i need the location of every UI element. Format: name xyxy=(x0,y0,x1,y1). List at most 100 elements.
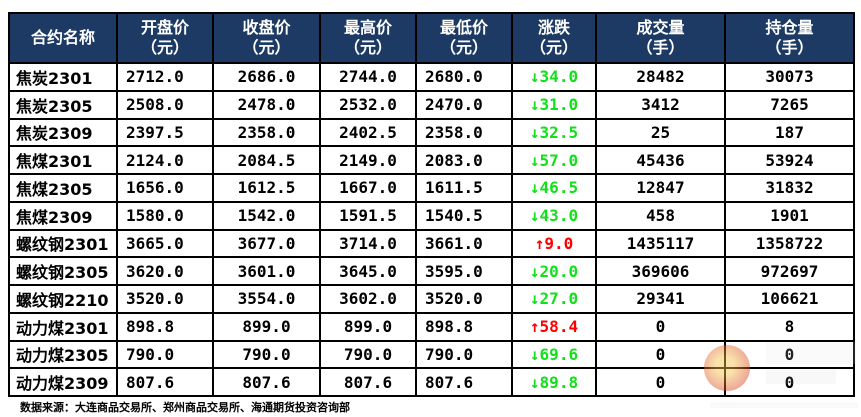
header-unit: （元） xyxy=(439,38,488,57)
open-interest: 0 xyxy=(724,367,855,397)
change-value: 9.0 xyxy=(544,233,574,253)
contract-name: 动力煤2309 xyxy=(8,367,118,397)
open-interest: 8 xyxy=(724,311,855,342)
header-unit: （元） xyxy=(529,38,578,57)
high-price: 807.6 xyxy=(319,367,417,397)
table-row: 焦煤2309 1580.0 1542.0 1591.5 1540.5 ↓43.0 458 19… xyxy=(8,200,855,231)
open-price: 3620.0 xyxy=(116,256,214,286)
contract-name: 动力煤2301 xyxy=(8,311,118,342)
open-price: 898.8 xyxy=(116,311,214,342)
change-value: 20.0 xyxy=(539,261,579,281)
contract-name: 焦炭2309 xyxy=(8,117,118,148)
price-change: ↑58.4 xyxy=(511,311,597,342)
volume: 3412 xyxy=(595,89,726,120)
contract-name: 动力煤2305 xyxy=(8,339,118,370)
volume: 1435117 xyxy=(595,228,726,259)
close-price: 3601.0 xyxy=(212,256,321,286)
volume: 28482 xyxy=(595,62,726,92)
open-price: 790.0 xyxy=(116,339,214,370)
close-price: 2358.0 xyxy=(212,117,321,148)
close-price: 1612.5 xyxy=(212,173,321,203)
open-interest: 53924 xyxy=(724,145,855,175)
close-price: 790.0 xyxy=(212,339,321,370)
header-contract: 合约名称 xyxy=(8,12,118,64)
low-price: 2680.0 xyxy=(415,62,513,92)
header-low: 最低价 （元） xyxy=(415,12,513,64)
arrow-down-icon: ↓ xyxy=(529,206,540,226)
arrow-down-icon: ↓ xyxy=(529,261,540,281)
open-interest: 7265 xyxy=(724,89,855,120)
high-price: 3645.0 xyxy=(319,256,417,286)
header-label: 合约名称 xyxy=(30,28,95,47)
header-unit: （手） xyxy=(636,38,685,57)
low-price: 3661.0 xyxy=(415,228,513,259)
open-price: 2124.0 xyxy=(116,145,214,175)
header-unit: （元） xyxy=(242,38,291,57)
arrow-down-icon: ↓ xyxy=(529,95,540,115)
change-value: 34.0 xyxy=(539,67,579,87)
change-value: 32.5 xyxy=(539,122,579,142)
header-unit: （手） xyxy=(765,38,814,57)
table-row: 焦炭2309 2397.5 2358.0 2402.5 2358.0 ↓32.5 25 187 xyxy=(8,117,855,148)
close-price: 2084.5 xyxy=(212,145,321,175)
arrow-down-icon: ↓ xyxy=(529,344,540,364)
high-price: 3602.0 xyxy=(319,284,417,314)
change-value: 89.8 xyxy=(539,372,579,392)
header-label: 最低价 xyxy=(439,18,488,37)
header-row: 合约名称 开盘价 （元） 收盘价 （元） 最高价 （元） 最低价 （元） 涨跌 （元） 成交量 （手）持… xyxy=(8,12,855,64)
header-label: 收盘价 xyxy=(242,18,291,37)
price-change: ↓57.0 xyxy=(511,145,597,175)
open-interest: 0 xyxy=(724,339,855,370)
volume: 45436 xyxy=(595,145,726,175)
arrow-down-icon: ↓ xyxy=(529,150,540,170)
futures-quote-table: 合约名称 开盘价 （元） 收盘价 （元） 最高价 （元） 最低价 （元） 涨跌 （元） 成交量 （手）持… xyxy=(8,12,855,397)
volume: 0 xyxy=(595,367,726,397)
open-price: 2508.0 xyxy=(116,89,214,120)
header-label: 开盘价 xyxy=(140,18,189,37)
change-value: 46.5 xyxy=(539,178,579,198)
arrow-up-icon: ↑ xyxy=(529,317,540,337)
volume: 12847 xyxy=(595,173,726,203)
contract-name: 螺纹钢2210 xyxy=(8,284,118,314)
table-row: 动力煤2305 790.0 790.0 790.0 790.0 ↓69.6 0 0 xyxy=(8,339,855,370)
open-interest: 972697 xyxy=(724,256,855,286)
close-price: 899.0 xyxy=(212,311,321,342)
high-price: 1591.5 xyxy=(319,200,417,231)
table-row: 螺纹钢2305 3620.0 3601.0 3645.0 3595.0 ↓20.0 3696… xyxy=(8,256,855,286)
open-price: 2397.5 xyxy=(116,117,214,148)
contract-name: 焦炭2305 xyxy=(8,89,118,120)
volume: 369606 xyxy=(595,256,726,286)
header-close: 收盘价 （元） xyxy=(212,12,321,64)
price-change: ↓69.6 xyxy=(511,339,597,370)
contract-name: 焦煤2301 xyxy=(8,145,118,175)
low-price: 790.0 xyxy=(415,339,513,370)
volume: 25 xyxy=(595,117,726,148)
table-row: 焦煤2301 2124.0 2084.5 2149.0 2083.0 ↓57.0 45436… xyxy=(8,145,855,175)
price-change: ↓27.0 xyxy=(511,284,597,314)
price-change: ↓89.8 xyxy=(511,367,597,397)
header-volume: 成交量 （手） xyxy=(595,12,726,64)
header-open-interest: 持仓量 （手） xyxy=(724,12,855,64)
change-value: 58.4 xyxy=(539,317,579,337)
table-row: 焦炭2305 2508.0 2478.0 2532.0 2470.0 ↓31.0 3412 7… xyxy=(8,89,855,120)
high-price: 2402.5 xyxy=(319,117,417,148)
arrow-down-icon: ↓ xyxy=(529,122,540,142)
open-interest: 1358722 xyxy=(724,228,855,259)
open-interest: 31832 xyxy=(724,173,855,203)
low-price: 1611.5 xyxy=(415,173,513,203)
contract-name: 螺纹钢2301 xyxy=(8,228,118,259)
header-label: 成交量 xyxy=(636,18,685,37)
high-price: 1667.0 xyxy=(319,173,417,203)
change-value: 27.0 xyxy=(539,289,579,309)
open-price: 3520.0 xyxy=(116,284,214,314)
arrow-down-icon: ↓ xyxy=(529,372,540,392)
low-price: 2470.0 xyxy=(415,89,513,120)
arrow-down-icon: ↓ xyxy=(529,178,540,198)
watermark-tagline-shape xyxy=(710,402,858,408)
arrow-down-icon: ↓ xyxy=(529,67,540,87)
table-row: 螺纹钢2301 3665.0 3677.0 3714.0 3661.0 ↑9.0 14351… xyxy=(8,228,855,259)
high-price: 2532.0 xyxy=(319,89,417,120)
high-price: 3714.0 xyxy=(319,228,417,259)
header-label: 涨跌 xyxy=(537,18,570,37)
volume: 0 xyxy=(595,339,726,370)
